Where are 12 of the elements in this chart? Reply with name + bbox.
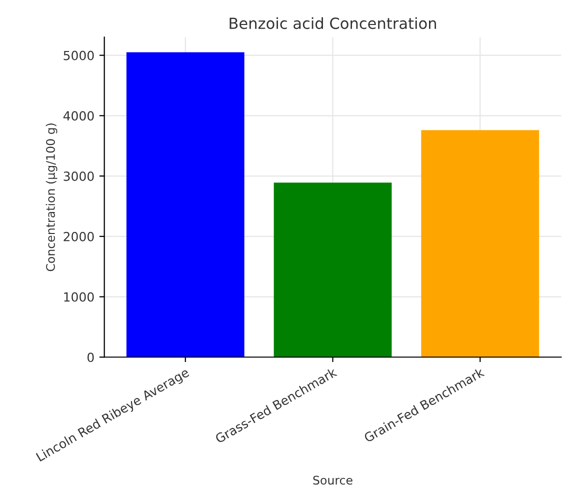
bar bbox=[126, 52, 244, 358]
y-tick-label: 0 bbox=[87, 352, 94, 362]
chart-title: Benzoic acid Concentration bbox=[230, 17, 436, 30]
y-tick-label: 4000 bbox=[63, 111, 94, 121]
y-tick-label: 5000 bbox=[64, 50, 94, 60]
bar bbox=[274, 182, 392, 358]
y-tick-label: 3000 bbox=[64, 172, 94, 181]
y-axis-title: Concentration (µg/100 g) bbox=[46, 124, 58, 272]
x-axis-title: Source bbox=[313, 476, 352, 485]
y-tick-label: 2000 bbox=[64, 232, 94, 242]
bar bbox=[421, 130, 540, 358]
y-tick-label: 1000 bbox=[64, 292, 94, 302]
